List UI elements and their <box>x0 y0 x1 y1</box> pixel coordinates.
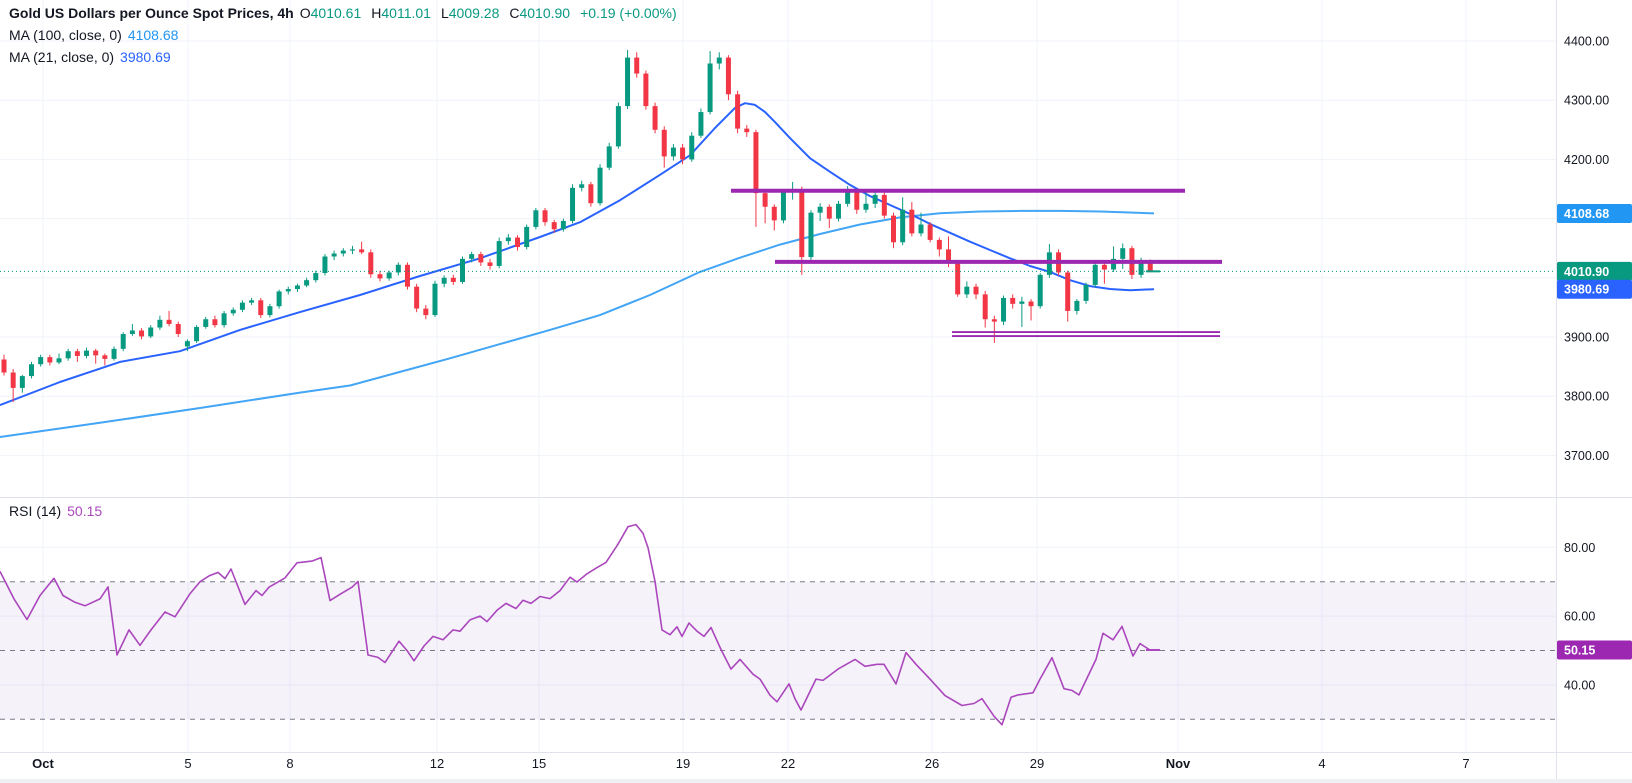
svg-text:29: 29 <box>1030 756 1044 771</box>
svg-text:4400.00: 4400.00 <box>1564 35 1609 49</box>
svg-text:4200.00: 4200.00 <box>1564 153 1609 167</box>
rsi-badge: 50.15 <box>1557 640 1632 660</box>
svg-text:3900.00: 3900.00 <box>1564 331 1609 345</box>
rsi-line <box>0 523 1151 726</box>
svg-text:60.00: 60.00 <box>1564 610 1595 624</box>
svg-text:40.00: 40.00 <box>1564 678 1595 692</box>
svg-text:26: 26 <box>925 756 939 771</box>
price-badge-3980.69: 3980.69 <box>1557 279 1632 299</box>
svg-text:3700.00: 3700.00 <box>1564 449 1609 463</box>
svg-text:4300.00: 4300.00 <box>1564 94 1609 108</box>
svg-text:3800.00: 3800.00 <box>1564 390 1609 404</box>
svg-text:4010.90: 4010.90 <box>1564 265 1609 279</box>
svg-text:4108.68: 4108.68 <box>1564 207 1609 221</box>
svg-text:80.00: 80.00 <box>1564 541 1595 555</box>
svg-text:5: 5 <box>184 756 191 771</box>
svg-text:4: 4 <box>1318 756 1325 771</box>
bottom-strip <box>0 779 1632 783</box>
price-axis[interactable]: 4400.00 4300.00 4200.00 3900.00 3800.00 3700.… <box>1556 0 1632 779</box>
support-resistance-levels[interactable] <box>731 188 1222 337</box>
candles-layer <box>1 49 1153 403</box>
svg-text:12: 12 <box>430 756 444 771</box>
gridlines <box>0 0 1556 752</box>
svg-text:22: 22 <box>781 756 795 771</box>
time-axis[interactable]: Oct 5 8 12 15 19 22 26 29 Nov 4 7 <box>32 756 1469 771</box>
svg-text:3980.69: 3980.69 <box>1564 283 1609 297</box>
ma100-line <box>0 209 1155 438</box>
rsi-band <box>0 581 1556 720</box>
svg-text:50.15: 50.15 <box>1564 643 1595 657</box>
price-badge-4010.90: 4010.90 <box>1557 261 1632 281</box>
svg-text:Oct: Oct <box>32 756 54 771</box>
svg-text:8: 8 <box>286 756 293 771</box>
svg-text:7: 7 <box>1462 756 1469 771</box>
svg-text:15: 15 <box>532 756 546 771</box>
svg-text:19: 19 <box>676 756 690 771</box>
svg-text:Nov: Nov <box>1166 756 1191 771</box>
price-badge-4108.68: 4108.68 <box>1557 203 1632 223</box>
